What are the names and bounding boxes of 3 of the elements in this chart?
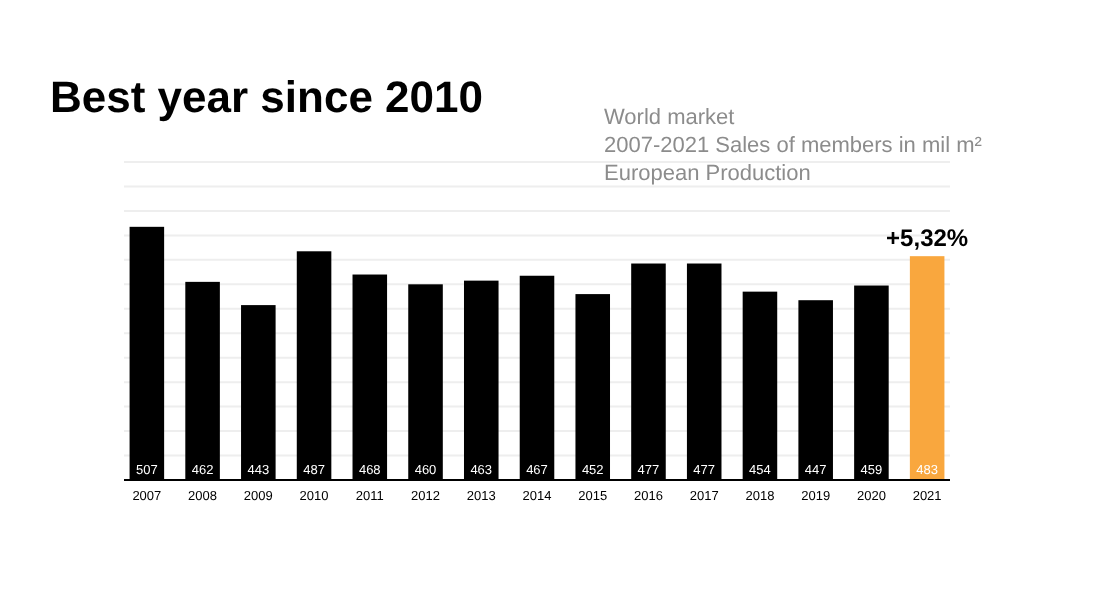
- chart-title: Best year since 2010: [50, 72, 483, 122]
- chart-subtitle: World market 2007-2021 Sales of members in mil m² European Production: [604, 106, 983, 186]
- annotation: +5,32%: [886, 224, 969, 253]
